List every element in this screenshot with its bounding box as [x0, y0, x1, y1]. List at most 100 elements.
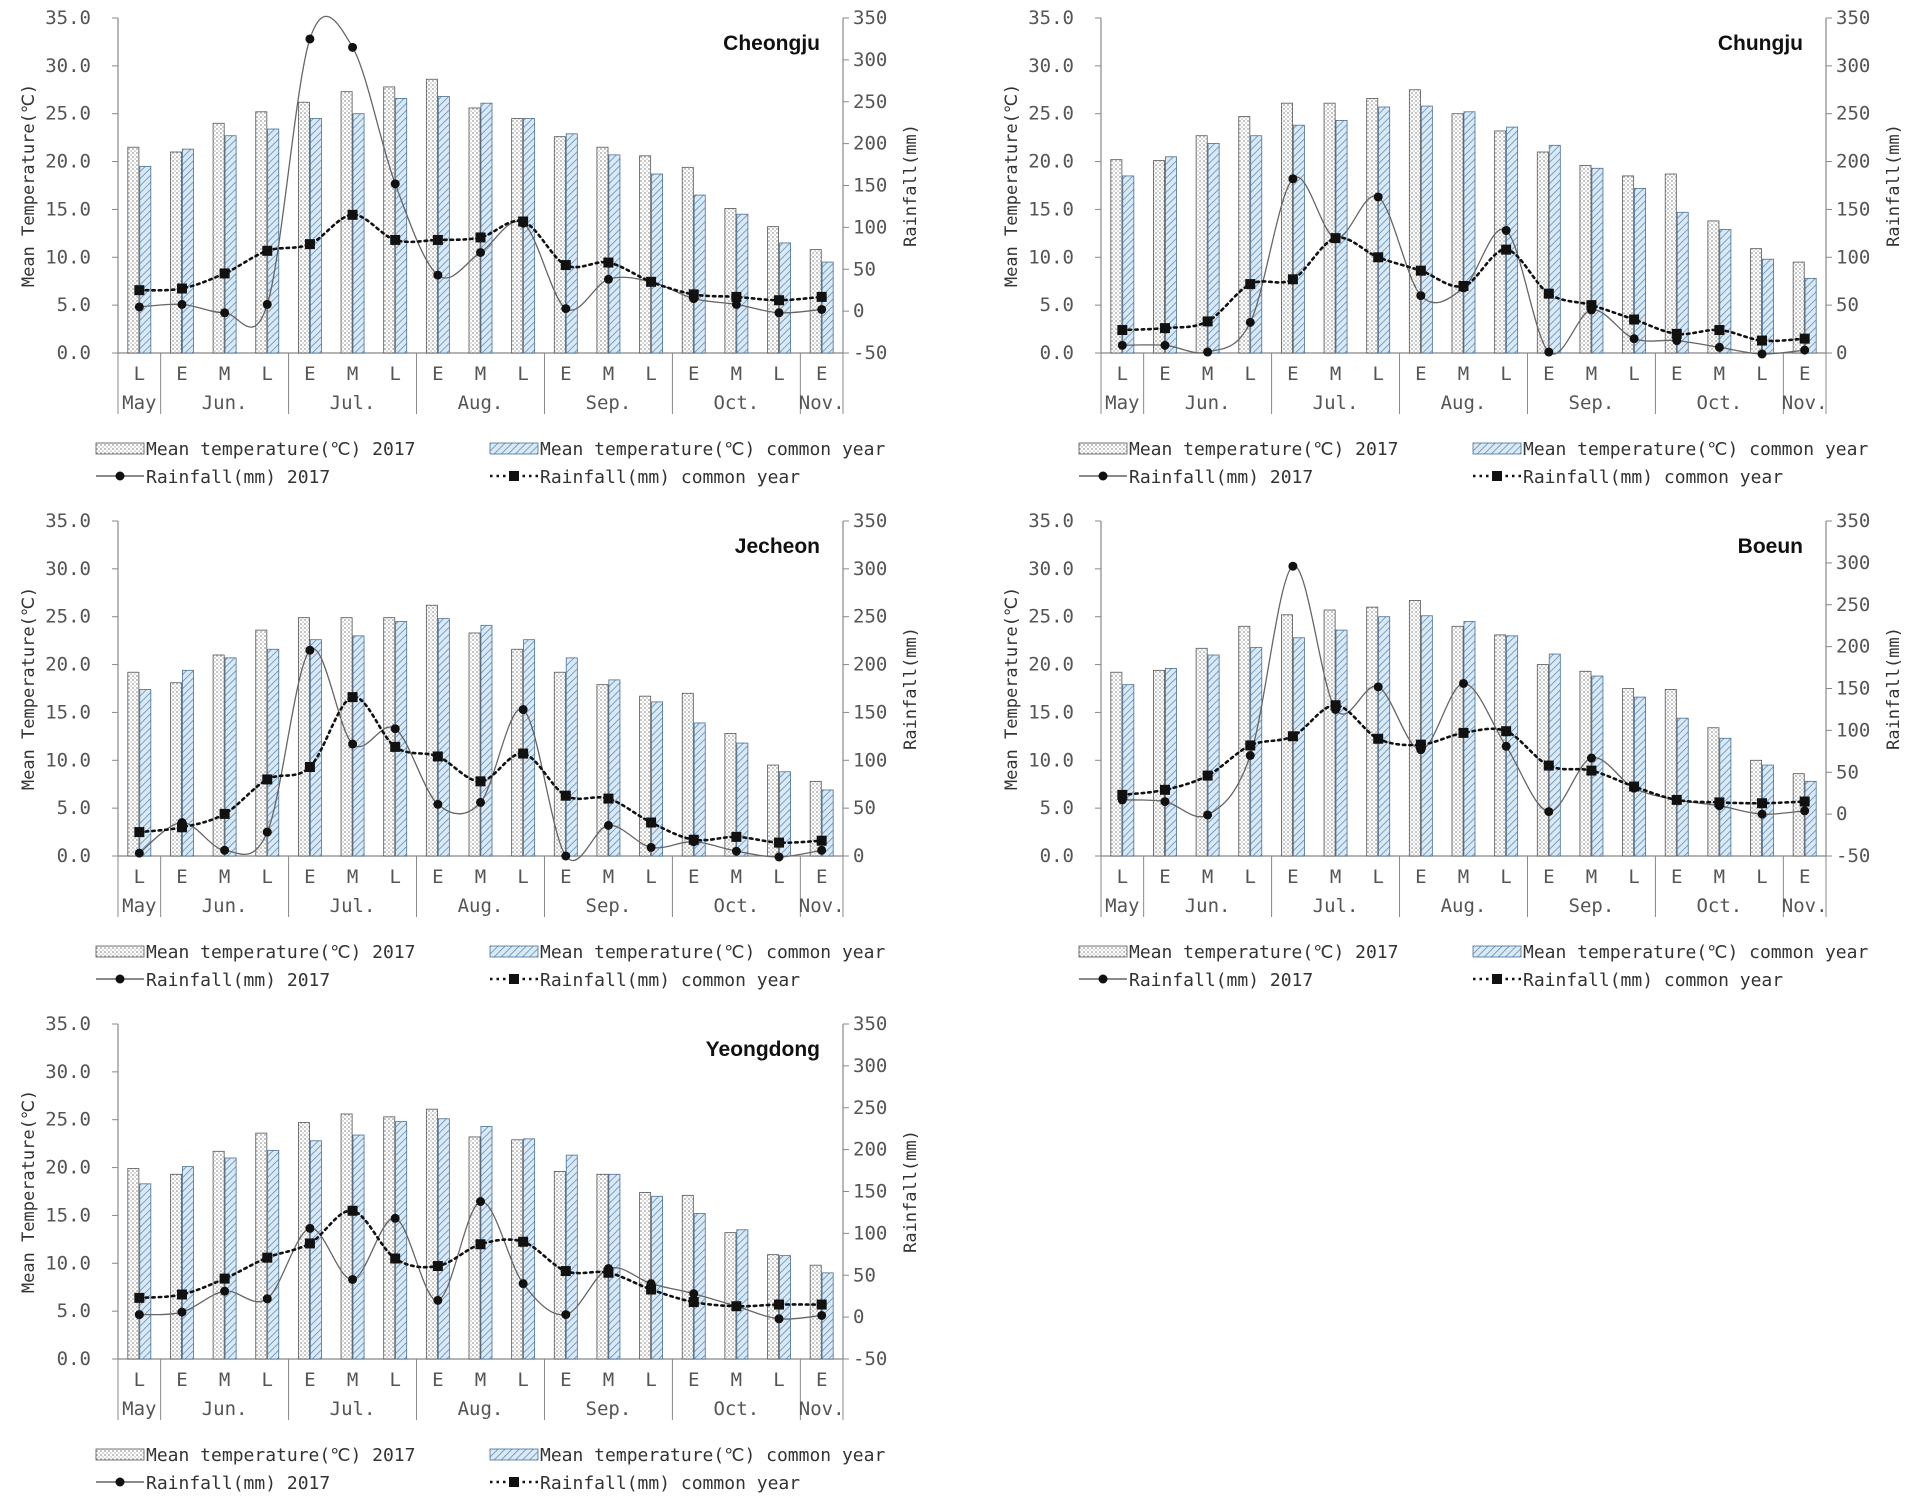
- x-tick-label-period: M: [475, 1369, 486, 1391]
- x-tick-label-month: Jun.: [1185, 895, 1231, 917]
- y-tick-label-right: 50: [853, 1264, 876, 1286]
- y-tick-label-left: 20.0: [1028, 151, 1074, 173]
- y-tick-label-left: 10.0: [45, 1252, 91, 1274]
- legend-label-rain-common: Rainfall(mm) common year: [1523, 970, 1783, 991]
- legend-marker-rain-common: [509, 471, 519, 481]
- bar-temp-common: [821, 789, 834, 857]
- legend-label-rain-common: Rainfall(mm) common year: [540, 1473, 800, 1494]
- x-tick-label-month: Jul.: [330, 1398, 376, 1420]
- y-tick-label-right: 150: [853, 175, 887, 197]
- bar-temp-common: [1762, 258, 1774, 354]
- point-rain-2017: [1203, 810, 1213, 820]
- x-tick-label-period: M: [475, 866, 486, 888]
- y-tick-label-right: 250: [1836, 594, 1870, 616]
- y-tick-label-right: 300: [853, 558, 887, 580]
- y-tick-label-right: 250: [853, 1097, 887, 1119]
- bar-temp-common: [1335, 629, 1348, 857]
- point-rain-2017: [1245, 317, 1255, 327]
- x-tick-label-period: E: [688, 363, 699, 385]
- bar-temp-2017: [1323, 609, 1336, 857]
- line-rain-2017: [138, 648, 822, 862]
- bar-temp-2017: [1536, 151, 1549, 354]
- point-rain-2017: [1160, 797, 1170, 807]
- bar-temp-common: [565, 657, 578, 857]
- line-rain-2017: [139, 15, 822, 328]
- y-tick-label-left: 20.0: [45, 1157, 91, 1179]
- x-tick-label-month: Oct.: [1696, 895, 1742, 917]
- bar-temp-2017: [511, 1139, 524, 1360]
- point-rain-2017: [134, 848, 144, 858]
- bar-temp-2017: [1238, 116, 1251, 354]
- point-rain-2017: [603, 274, 613, 284]
- bar-temp-2017: [681, 166, 694, 354]
- y-tick-label-right: 300: [853, 49, 887, 71]
- y-tick-label-left: 15.0: [45, 1204, 91, 1226]
- x-tick-label-month: Jul.: [330, 392, 376, 414]
- x-tick-label-period: M: [1330, 866, 1341, 888]
- point-rain-common: [560, 790, 571, 801]
- point-rain-common: [1330, 233, 1341, 244]
- y-tick-label-right: 100: [853, 216, 887, 238]
- x-tick-label-period: L: [134, 363, 145, 385]
- chart-panel-yeongdong: 0.0 5.0 10.0 15.0 20.0 25.0 30.0 35.0 -50 0 50 100 1…: [19, 1013, 921, 1494]
- bar-temp-2017: [1323, 102, 1336, 354]
- y-tick-label-left: 35.0: [45, 1013, 91, 1035]
- bar-temp-common: [1634, 187, 1647, 354]
- x-tick-label-month: Nov.: [1782, 392, 1828, 414]
- x-tick-label-period: L: [645, 363, 656, 385]
- x-tick-label-month: Aug.: [458, 392, 504, 414]
- bar-temp-2017: [425, 78, 438, 354]
- bar-temp-2017: [767, 764, 780, 857]
- point-rain-2017: [603, 820, 613, 830]
- bar-temp-2017: [809, 780, 822, 857]
- line-rain-2017: [1122, 565, 1805, 818]
- point-rain-common: [1629, 314, 1640, 325]
- point-rain-common: [1543, 288, 1554, 299]
- bar-temp-common: [736, 742, 749, 857]
- y-tick-label-right: 50: [1836, 761, 1859, 783]
- bar-temp-common: [523, 639, 536, 857]
- bar-temp-common: [181, 669, 194, 857]
- y-tick-label-left: 0.0: [57, 342, 91, 364]
- point-rain-common: [1458, 281, 1469, 291]
- y-tick-label-right: 150: [853, 701, 887, 723]
- x-tick-label-month: Aug.: [458, 895, 504, 917]
- bar-temp-2017: [1664, 173, 1677, 354]
- x-tick-label-period: L: [389, 1369, 400, 1391]
- legend-swatch-temp-common: [1472, 945, 1522, 958]
- bar-temp-2017: [1792, 773, 1805, 857]
- point-rain-2017: [646, 842, 656, 852]
- legend-label-rain-2017: Rainfall(mm) 2017: [1129, 970, 1313, 991]
- chart-panel-jecheon: 0.0 5.0 10.0 15.0 20.0 25.0 30.0 35.0 0 50 100 150 2…: [19, 510, 921, 991]
- y-tick-label-left: 30.0: [1028, 55, 1074, 77]
- bar-temp-common: [437, 618, 450, 857]
- point-rain-common: [390, 234, 401, 245]
- bar-temp-2017: [639, 155, 652, 354]
- bar-temp-2017: [170, 151, 182, 354]
- point-rain-common: [646, 276, 657, 287]
- x-tick-label-period: L: [1500, 363, 1511, 385]
- point-rain-2017: [134, 302, 144, 312]
- bar-temp-common: [224, 1157, 237, 1360]
- point-rain-common: [1415, 739, 1426, 750]
- x-tick-label-period: E: [1159, 363, 1170, 385]
- bar-temp-2017: [1451, 113, 1464, 354]
- bar-temp-common: [523, 1138, 536, 1360]
- point-rain-2017: [817, 845, 827, 855]
- bar-temp-common: [1548, 653, 1561, 857]
- point-rain-2017: [774, 308, 784, 318]
- point-rain-common: [1586, 300, 1597, 311]
- point-rain-common: [731, 291, 742, 302]
- x-tick-label-month: Aug.: [1441, 895, 1487, 917]
- bar-temp-common: [1719, 737, 1732, 857]
- x-tick-label-period: L: [1245, 363, 1256, 385]
- legend-swatch-temp-common: [489, 945, 539, 958]
- x-tick-label-period: E: [816, 866, 827, 888]
- bar-temp-common: [736, 1229, 749, 1360]
- point-rain-common: [518, 216, 529, 227]
- legend-label-temp-common: Mean temperature(℃) common year: [1523, 439, 1868, 460]
- line-rain-common: [138, 695, 823, 845]
- point-rain-common: [262, 245, 273, 256]
- bar-temp-common: [693, 722, 706, 857]
- y-tick-label-right: 50: [853, 797, 876, 819]
